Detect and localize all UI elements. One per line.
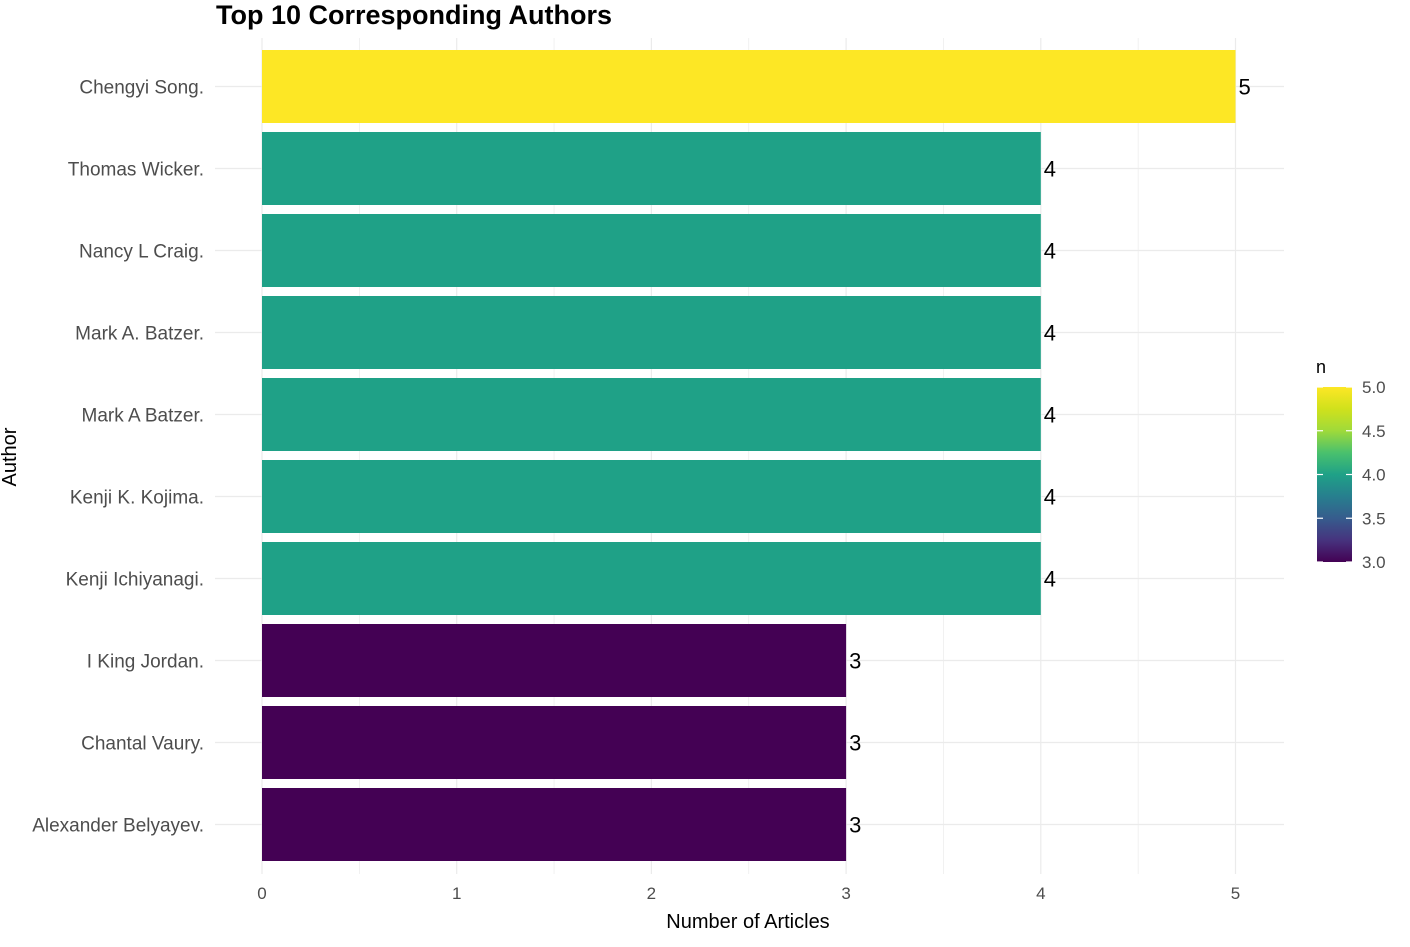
y-tick-label: Thomas Wicker. bbox=[68, 160, 204, 181]
y-tick-label: Kenji Ichiyanagi. bbox=[66, 570, 204, 591]
data-label: 4 bbox=[1044, 567, 1056, 592]
data-label: 3 bbox=[849, 731, 861, 756]
data-labels: 5 4 4 4 4 4 4 3 3 3 bbox=[849, 75, 1251, 838]
legend-tick-label: 3.5 bbox=[1362, 509, 1386, 528]
x-tick-label: 4 bbox=[1036, 884, 1045, 903]
bar bbox=[262, 378, 1041, 451]
y-tick-label: Nancy L Craig. bbox=[79, 242, 204, 263]
y-axis-title: Author bbox=[0, 427, 21, 486]
x-tick-label: 3 bbox=[841, 884, 850, 903]
color-legend: n 5.0 4.5 4.0 3.5 3.0 bbox=[1316, 357, 1386, 572]
legend-tick-label: 5.0 bbox=[1362, 378, 1386, 397]
data-label: 4 bbox=[1044, 321, 1056, 346]
bar bbox=[262, 788, 847, 861]
y-tick-label: Mark A. Batzer. bbox=[75, 324, 204, 345]
legend-title: n bbox=[1316, 357, 1326, 377]
bar bbox=[262, 214, 1041, 287]
bar bbox=[262, 50, 1236, 123]
y-tick-label: Kenji K. Kojima. bbox=[70, 488, 204, 509]
bar bbox=[262, 132, 1041, 205]
chart-title: Top 10 Corresponding Authors bbox=[216, 0, 612, 30]
bar bbox=[262, 460, 1041, 533]
data-label: 4 bbox=[1044, 485, 1056, 510]
bars bbox=[262, 50, 1236, 861]
x-tick-label: 5 bbox=[1231, 884, 1240, 903]
legend-tick-label: 3.0 bbox=[1362, 553, 1386, 572]
data-label: 4 bbox=[1044, 239, 1056, 264]
bar bbox=[262, 542, 1041, 615]
y-tick-label: Mark A Batzer. bbox=[82, 406, 205, 427]
y-tick-label: Chengyi Song. bbox=[79, 78, 204, 99]
legend-tick-label: 4.5 bbox=[1362, 422, 1386, 441]
x-tick-label: 2 bbox=[647, 884, 656, 903]
data-label: 4 bbox=[1044, 157, 1056, 182]
y-tick-label: I King Jordan. bbox=[87, 652, 204, 673]
x-tick-label: 0 bbox=[257, 884, 266, 903]
bar bbox=[262, 624, 847, 697]
y-axis-tick-labels: Chengyi Song. Thomas Wicker. Nancy L Craig… bbox=[32, 78, 204, 837]
x-tick-label: 1 bbox=[452, 884, 461, 903]
data-label: 3 bbox=[849, 649, 861, 674]
data-label: 4 bbox=[1044, 403, 1056, 428]
y-tick-label: Chantal Vaury. bbox=[81, 734, 204, 755]
data-label: 3 bbox=[849, 813, 861, 838]
bar bbox=[262, 296, 1041, 369]
bar bbox=[262, 706, 847, 779]
legend-tick-label: 4.0 bbox=[1362, 466, 1386, 485]
x-axis-title: Number of Articles bbox=[666, 911, 829, 933]
x-axis-tick-labels: 0 1 2 3 4 5 bbox=[257, 884, 1240, 903]
legend-ticks: 5.0 4.5 4.0 3.5 3.0 bbox=[1317, 378, 1386, 572]
y-tick-label: Alexander Belyayev. bbox=[32, 816, 204, 837]
data-label: 5 bbox=[1239, 75, 1251, 100]
